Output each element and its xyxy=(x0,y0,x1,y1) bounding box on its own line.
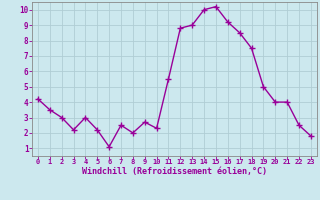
X-axis label: Windchill (Refroidissement éolien,°C): Windchill (Refroidissement éolien,°C) xyxy=(82,167,267,176)
